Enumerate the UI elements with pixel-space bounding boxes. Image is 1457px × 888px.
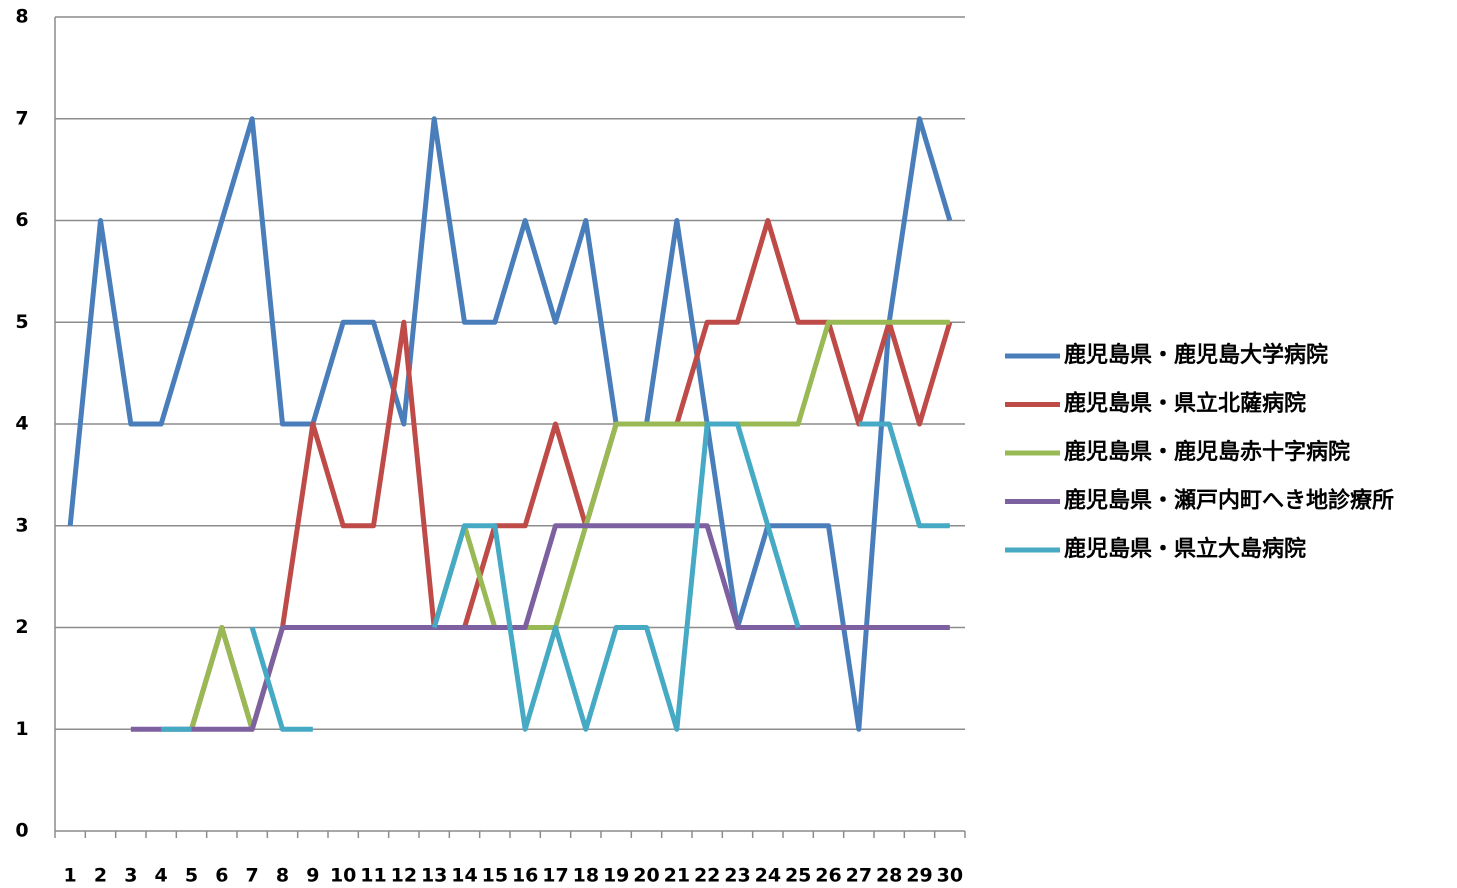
series-line [189, 218, 953, 732]
y-tick-label: 4 [15, 413, 28, 435]
x-tick-label: 7 [246, 865, 259, 887]
x-tick-label: 4 [155, 865, 168, 887]
x-tick-label: 11 [360, 865, 386, 887]
y-tick-label: 2 [15, 616, 28, 638]
x-tick-label: 2 [94, 865, 107, 887]
x-tick-label: 3 [124, 865, 137, 887]
x-tick-label: 1 [64, 865, 77, 887]
x-tick-label: 26 [815, 865, 841, 887]
legend-label: 鹿児島県・鹿児島大学病院 [1064, 342, 1328, 368]
y-tick-label: 1 [15, 718, 28, 740]
y-tick-label: 8 [15, 6, 28, 28]
x-tick-label: 29 [906, 865, 932, 887]
legend-label: 鹿児島県・県立大島病院 [1064, 536, 1306, 562]
x-tick-label: 15 [482, 865, 508, 887]
x-tick-label: 30 [937, 865, 963, 887]
legend: 鹿児島県・鹿児島大学病院鹿児島県・県立北薩病院鹿児島県・鹿児島赤十字病院鹿児島県… [1005, 342, 1394, 562]
x-tick-label: 25 [785, 865, 811, 887]
y-tick-label: 0 [15, 820, 28, 842]
x-tick-label: 28 [876, 865, 902, 887]
legend-label: 鹿児島県・県立北薩病院 [1064, 391, 1306, 417]
x-tick-label: 12 [391, 865, 417, 887]
series-line [67, 116, 953, 732]
y-tick-label: 6 [15, 209, 28, 231]
x-tick-label: 10 [330, 865, 356, 887]
legend-label: 鹿児島県・瀬戸内町へき地診療所 [1064, 488, 1394, 514]
y-tick-label: 5 [15, 311, 28, 333]
x-tick-label: 23 [724, 865, 750, 887]
x-tick-label: 17 [542, 865, 568, 887]
x-tick-label: 24 [755, 865, 781, 887]
x-tick-label: 19 [603, 865, 629, 887]
x-tick-label: 21 [664, 865, 690, 887]
x-tick-label: 27 [846, 865, 872, 887]
x-tick-label: 14 [451, 865, 477, 887]
x-tick-label: 22 [694, 865, 720, 887]
x-tick-label: 6 [215, 865, 228, 887]
x-tick-label: 5 [185, 865, 198, 887]
series-line [161, 421, 950, 732]
x-tick-label: 9 [306, 865, 319, 887]
x-tick-label: 13 [421, 865, 447, 887]
x-tick-label: 20 [633, 865, 659, 887]
y-tick-label: 3 [15, 514, 28, 536]
legend-label: 鹿児島県・鹿児島赤十字病院 [1064, 439, 1350, 465]
x-tick-label: 16 [512, 865, 538, 887]
x-tick-label: 18 [573, 865, 599, 887]
x-tick-label: 8 [276, 865, 289, 887]
y-tick-label: 7 [15, 107, 28, 129]
